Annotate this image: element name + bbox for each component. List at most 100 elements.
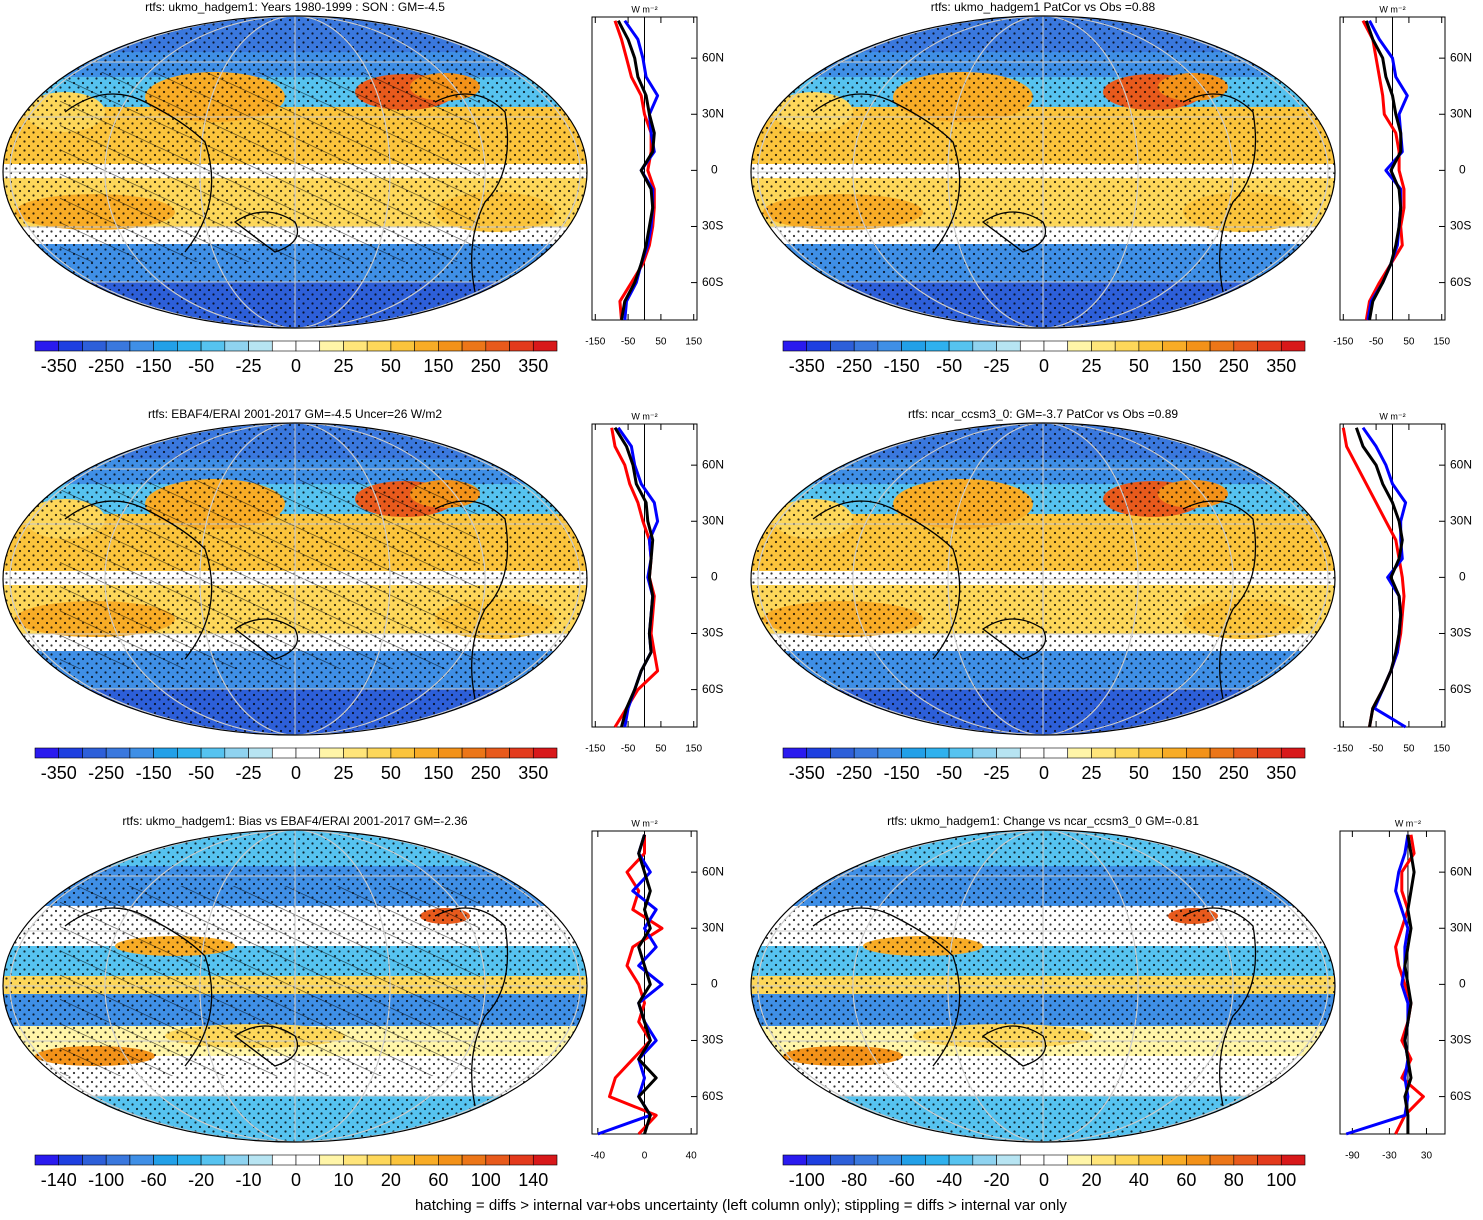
zonal-line [1346,835,1408,1134]
colorbar-box [925,341,949,351]
unit-label: W m⁻² [631,411,657,421]
colorbar-box [1044,341,1068,351]
x-tick-label: 0 [642,1151,648,1162]
y-tick-label: 60N [1450,50,1472,64]
colorbar-box [225,1155,249,1165]
colorbar-box [1091,341,1115,351]
colorbar-label: 350 [518,763,548,783]
colorbar-box [783,341,807,351]
colorbar-box [854,341,878,351]
colorbar-box [1258,748,1282,758]
colorbar-box [343,748,367,758]
colorbar-label: -100 [789,1170,825,1190]
x-tick-label: 150 [685,337,702,348]
colorbar-box [154,341,178,351]
y-tick-label: 60S [702,682,723,696]
colorbar-box [296,1155,320,1165]
colorbar-box [343,341,367,351]
colorbar-label: -350 [789,356,825,376]
colorbar-box [807,341,831,351]
colorbar-box [249,341,273,351]
y-tick-label: 30N [1450,513,1472,527]
colorbar-box [320,341,344,351]
colorbar-box [438,341,462,351]
colorbar-box [225,341,249,351]
colorbar-box [59,748,83,758]
colorbar-label: 100 [1266,1170,1296,1190]
unit-label: W m⁻² [1379,411,1405,421]
colorbar-box [1139,1155,1163,1165]
x-tick-label: -90 [1345,1151,1360,1162]
colorbar-box [1139,748,1163,758]
x-tick-label: -150 [585,337,605,348]
y-tick-label: 0 [1459,570,1466,584]
colorbar-label: -20 [188,1170,214,1190]
zonal-line [610,835,663,1134]
x-tick-label: -40 [591,1151,606,1162]
colorbar-box [1020,341,1044,351]
colorbar-box [106,748,130,758]
colorbar-box [343,1155,367,1165]
colorbar-label: 60 [428,1170,448,1190]
x-tick-label: 50 [1403,337,1415,348]
panel-title: rtfs: ukmo_hadgem1: Change vs ncar_ccsm3… [887,814,1199,828]
y-tick-label: 30N [702,106,724,120]
colorbar-label: 50 [1129,356,1149,376]
colorbar-label: -250 [88,356,124,376]
x-tick-label: -150 [585,744,605,755]
colorbar-box [1163,1155,1187,1165]
caption: hatching = diffs > internal var+obs unce… [415,1197,1067,1214]
colorbar-box [296,341,320,351]
colorbar-box [1068,748,1092,758]
colorbar-label: 0 [291,1170,301,1190]
colorbar-box [854,1155,878,1165]
x-tick-label: -50 [621,744,636,755]
colorbar-label: -60 [889,1170,915,1190]
colorbar-label: 25 [1081,763,1101,783]
colorbar-box [830,748,854,758]
colorbar-box [807,1155,831,1165]
colorbar-box [462,748,486,758]
x-tick-label: 150 [1433,337,1450,348]
colorbar-label: -250 [836,356,872,376]
y-tick-label: 30S [1450,1033,1471,1047]
colorbar-label: -150 [884,356,920,376]
colorbar-label: -40 [936,1170,962,1190]
colorbar-box [367,1155,391,1165]
colorbar-box [201,341,225,351]
colorbar-box [902,1155,926,1165]
colorbar-box [783,1155,807,1165]
colorbar-box [391,341,415,351]
colorbar-label: -10 [236,1170,262,1190]
colorbar-box [1091,1155,1115,1165]
colorbar-box [462,1155,486,1165]
colorbar-label: -20 [984,1170,1010,1190]
hatching [60,72,480,262]
colorbar-box [902,341,926,351]
colorbar-label: 350 [1266,356,1296,376]
colorbar-box [201,1155,225,1165]
colorbar-box [320,1155,344,1165]
colorbar-label: -50 [188,356,214,376]
zonal-frame [1340,831,1445,1134]
y-tick-label: 60N [702,50,724,64]
colorbar-box [35,748,59,758]
colorbar-box [486,748,510,758]
colorbar-label: -25 [236,763,262,783]
colorbar-label: 0 [291,356,301,376]
y-tick-label: 60S [1450,1089,1471,1103]
y-tick-label: 30N [702,920,724,934]
panel-title: rtfs: ncar_ccsm3_0: GM=-3.7 PatCor vs Ob… [908,407,1178,421]
colorbar-label: -350 [41,763,77,783]
colorbar-label: 250 [1219,763,1249,783]
colorbar-box [1210,1155,1234,1165]
colorbar-box [997,748,1021,758]
colorbar-label: -150 [136,763,172,783]
colorbar-box [320,748,344,758]
colorbar-box [533,341,557,351]
y-tick-label: 30N [702,513,724,527]
colorbar-box [59,341,83,351]
colorbar-label: 40 [1129,1170,1149,1190]
colorbar-box [35,1155,59,1165]
